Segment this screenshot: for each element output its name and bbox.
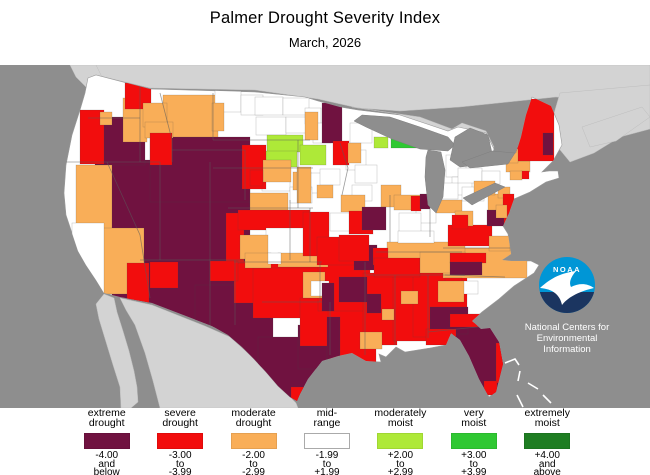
page-title: Palmer Drought Severity Index: [209, 9, 441, 27]
legend-range: -2.00 to -2.99: [242, 450, 265, 475]
legend-item: mid- range -1.99 to +1.99: [290, 407, 363, 475]
legend-swatch: [377, 433, 424, 449]
great-lakes: [353, 114, 516, 214]
legend-range: -4.00 and below: [93, 450, 120, 475]
legend-label: very moist: [461, 407, 487, 429]
legend-label: moderately moist: [374, 407, 427, 429]
legend-item: extremely moist +4.00 and above: [511, 407, 584, 475]
legend-swatch: [303, 433, 350, 449]
legend-item: extreme drought -4.00 and below: [70, 407, 143, 475]
figure-header: Palmer Drought Severity Index March, 202…: [0, 0, 650, 65]
legend-range: +4.00 and above: [533, 450, 561, 475]
page-subtitle: March, 2026: [288, 35, 362, 50]
legend-item: moderately moist +2.00 to +2.99: [364, 407, 437, 475]
legend-item: severe drought -3.00 to -3.99: [143, 407, 216, 475]
legend: extreme drought -4.00 and below severe dro…: [70, 407, 584, 475]
legend-range: -3.00 to -3.99: [168, 450, 192, 475]
legend-swatch: [450, 433, 497, 449]
legend-label: extremely moist: [524, 407, 570, 429]
legend-label: mid- range: [313, 407, 341, 429]
legend-label: moderate drought: [231, 407, 276, 429]
legend-swatch: [524, 433, 571, 449]
legend-range: -1.99 to +1.99: [314, 450, 340, 475]
legend-swatch: [83, 433, 130, 449]
legend-item: moderate drought -2.00 to -2.99: [217, 407, 290, 475]
legend-range: +3.00 to +3.99: [461, 450, 487, 475]
legend-swatch: [230, 433, 277, 449]
legend-label: severe drought: [162, 407, 198, 429]
us-climate-divisions-map: [0, 64, 650, 409]
legend-label: extreme drought: [87, 407, 126, 429]
bahamas-islands: [504, 358, 552, 408]
legend-item: very moist +3.00 to +3.99: [437, 407, 510, 475]
legend-range: +2.00 to +2.99: [387, 450, 414, 475]
canada-mexico-land: [69, 64, 650, 409]
drought-map: NOAA National Centers for Environmental …: [0, 64, 650, 409]
legend-swatch: [157, 433, 204, 449]
